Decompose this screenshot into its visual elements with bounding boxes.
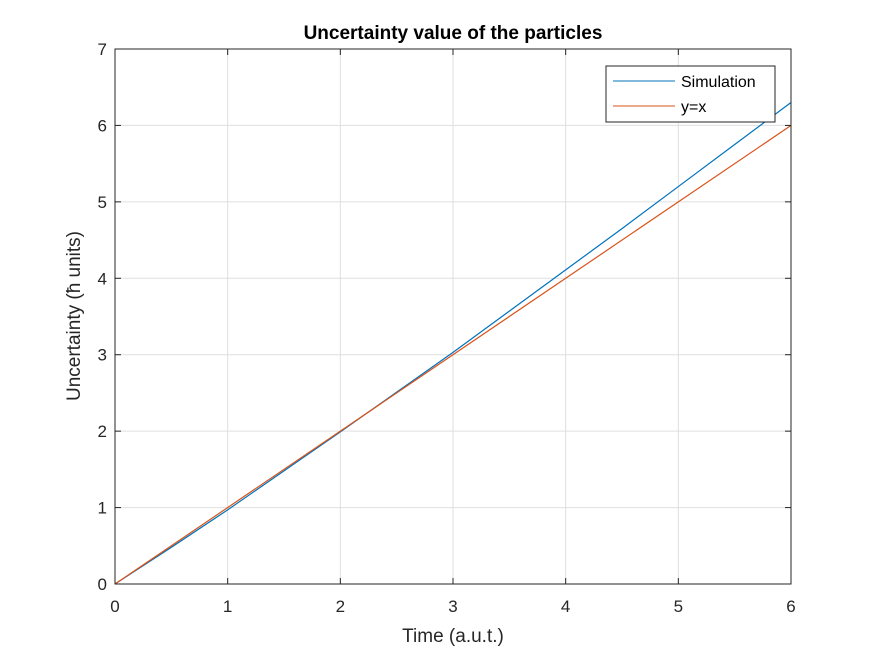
- series-line-y-equals-x: [114, 124, 792, 585]
- x-tick-label: 6: [786, 597, 795, 616]
- x-tick-label: 0: [110, 597, 119, 616]
- x-tick-label: 2: [336, 597, 345, 616]
- y-tick-label: 1: [98, 499, 107, 518]
- series-line-simulation: [114, 102, 792, 585]
- legend-label-simulation: Simulation: [681, 74, 756, 91]
- x-tick-label: 5: [674, 597, 683, 616]
- y-tick-label: 5: [98, 193, 107, 212]
- y-tick-label: 2: [98, 422, 107, 441]
- legend: Simulation y=x: [605, 65, 776, 123]
- chart-title: Uncertainty value of the particles: [304, 23, 603, 44]
- y-tick-label: 3: [98, 346, 107, 365]
- legend-box: [605, 65, 776, 123]
- x-tick-label: 3: [448, 597, 457, 616]
- x-tick-label: 4: [561, 597, 570, 616]
- y-tick-label: 4: [98, 269, 107, 288]
- x-tick-label: 1: [223, 597, 232, 616]
- series-layer: [114, 102, 792, 585]
- legend-label-y-equals-x: y=x: [681, 99, 706, 116]
- x-axis-ticks: 0 1 2 3 4 5 6: [110, 49, 796, 616]
- x-axis-label: Time (a.u.t.): [402, 626, 504, 647]
- y-tick-label: 6: [98, 116, 107, 135]
- y-tick-label: 0: [98, 575, 107, 594]
- y-tick-label: 7: [98, 40, 107, 59]
- y-axis-ticks: 0 1 2 3 4 5 6 7: [98, 40, 791, 594]
- y-axis-label: Uncertainty (ħ units): [64, 231, 85, 401]
